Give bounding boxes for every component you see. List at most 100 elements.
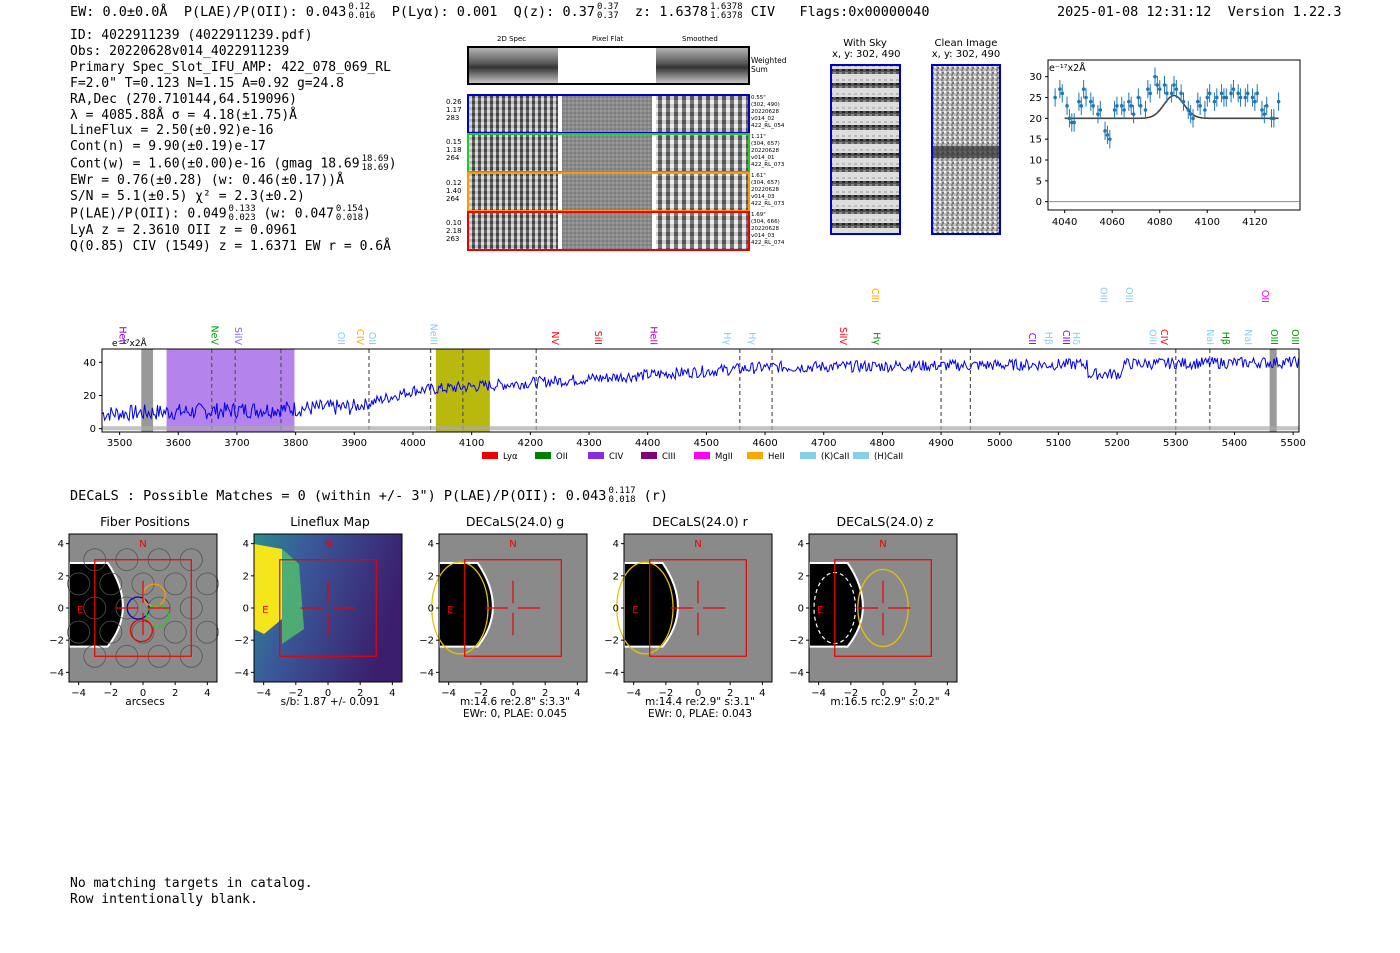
decals-xtick-label: 0 [880,688,886,699]
clean-image [931,64,1001,235]
zoom-data-point [1250,95,1255,100]
decals-xtick-label: 4 [204,688,210,699]
aperture-box [834,559,932,657]
spectrum-xtick-label: 5400 [1222,438,1247,449]
decals-ytick-label: −4 [420,668,434,679]
with-sky-title: With Sky x, y: 302, 490 [832,38,901,60]
zoom-data-point [1219,91,1224,96]
zoom-data-point [1060,91,1065,96]
emission-line-label: HeII [648,326,659,345]
legend-swatch [694,452,710,459]
fiber-circle-green [145,604,170,628]
ew-value: EW: 0.0±0.0Å [70,4,168,20]
decals-ytick-label: 2 [613,571,619,582]
decals-panel-title: DECaLS(24.0) z [836,514,934,529]
footer-line-2: Row intentionally blank. [70,892,258,907]
decals-panel-title: DECaLS(24.0) r [652,514,748,529]
fiber-circle [195,620,219,644]
emission-line-label: CIII [1060,330,1071,345]
decals-ytick-label: 2 [428,571,434,582]
zoom-data-point [1236,91,1240,96]
decals-xtick-label: 2 [172,688,178,699]
full-spectrum-plot: 0 20 40 3500 3600 3700 3800 3900 4000 4100 4200 430… [83,287,1306,462]
emission-line-label: NaI [1204,329,1215,345]
zoom-data-point [1108,137,1112,141]
spectrum-ytick-label: 40 [83,358,96,369]
emission-line-label: CIV [354,329,365,345]
spectrum-xtick-label: 5100 [1046,438,1071,449]
zoom-data-point [1243,95,1248,100]
decals-panel-caption: m:16.5 rc:2.9" s:0.2" [830,696,940,708]
aperture-box [464,559,562,657]
zoom-data-point [1072,120,1076,125]
decals-xtick-label: 4 [574,688,580,699]
emission-line-label: NeV [209,326,220,346]
fiber-row-1 [467,94,750,134]
decals-xtick-label: −4 [811,688,826,699]
zoom-ytick-label: 5 [1036,176,1042,187]
fiber-circle [195,572,219,596]
zoom-data-point [1146,87,1150,91]
decals-panel-image: N E −4 −2 0 2 4 4 2 0 −2 −4 [235,533,403,699]
decals-ytick-label: −4 [235,668,249,679]
zoom-data-point [1260,108,1264,112]
row2-right-label: 1.11" (304, 657) 20220628 v014_01 422_RL_073 [751,134,785,168]
emission-line-label: CII [1026,333,1037,345]
zoom-data-point [1188,112,1193,116]
decals-ytick-label: 4 [243,539,249,550]
emission-line-label: OIII [1146,329,1157,345]
emission-line-label: CIII [869,288,880,303]
decals-xtick-label: 0 [140,688,146,699]
line-id: CIV [750,4,776,20]
decals-xtick-label: 2 [357,688,363,699]
qz-value: Q(z): 0.37 0.37 0.37 [513,2,619,21]
decals-xtick-label: −4 [71,688,86,699]
datetime: 2025-01-08 12:31:12 [1057,4,1212,20]
north-label: N [879,539,886,550]
decals-panel-title: DECaLS(24.0) g [465,514,565,529]
fiber-row-3 [467,172,750,212]
lya-oii-z: LyA z = 2.3610 OII z = 0.0961 [70,223,297,239]
decals-ytick-label: 4 [58,539,64,550]
emission-line-label: OII [1259,290,1270,303]
weighted-sum-row [467,46,750,85]
spectrum-ytick-label: 0 [90,424,96,435]
zoom-data-point [1205,95,1210,100]
cont-w: Cont(w) = 1.60(±0.00)e-16 (gmag 18.69 18.… [70,154,397,174]
decals-ytick-label: 0 [243,604,249,615]
decals-xtick-label: 0 [695,688,701,699]
zoom-data-point [1245,91,1250,96]
legend-label: OII [556,452,568,462]
spectrum-xtick-label: 4100 [459,438,484,449]
north-label: N [139,539,146,550]
spectrum-xtick-label: 4600 [752,438,777,449]
spectrum-xtick-label: 4900 [928,438,953,449]
decals-ytick-label: 0 [613,604,619,615]
decals-xtick-label: 0 [510,688,516,699]
decals-xtick-label: 4 [944,688,950,699]
legend-label: Lyα [503,452,518,462]
timestamp-version: 2025-01-08 12:31:12 Version 1.22.3 [1057,4,1342,20]
z-value: z: 1.6378 1.6378 1.6378 [634,2,743,21]
emission-line-label: OIII [1123,287,1134,303]
decals-ytick-label: −4 [790,668,804,679]
row1-left-label: 0.26 1.17 283 [446,98,462,122]
zoom-data-point [1253,99,1257,104]
zoom-data-point [1224,95,1229,100]
emission-line-label: OIII [1268,329,1279,345]
zoom-data-point [1129,104,1134,108]
civ-shade-region [166,349,295,432]
fiber-row-2 [467,133,750,173]
aperture-box [649,559,747,657]
spectrum-background [102,349,1299,432]
zoom-unit-label: e⁻¹⁷x2Å [1049,62,1086,74]
zoom-data-point [1131,112,1136,116]
legend-label: CIV [609,452,623,462]
emission-line-label: CIV [1158,329,1169,345]
zoom-data-point [1122,108,1126,112]
emission-line-label: Hδ [1070,332,1081,345]
emission-line-label: Hγ [746,332,757,345]
zoom-data-point [1272,116,1276,121]
emission-line-label: SiIV [232,327,243,345]
spectrum-unit-label: e⁻¹⁷x2Å [112,337,148,349]
